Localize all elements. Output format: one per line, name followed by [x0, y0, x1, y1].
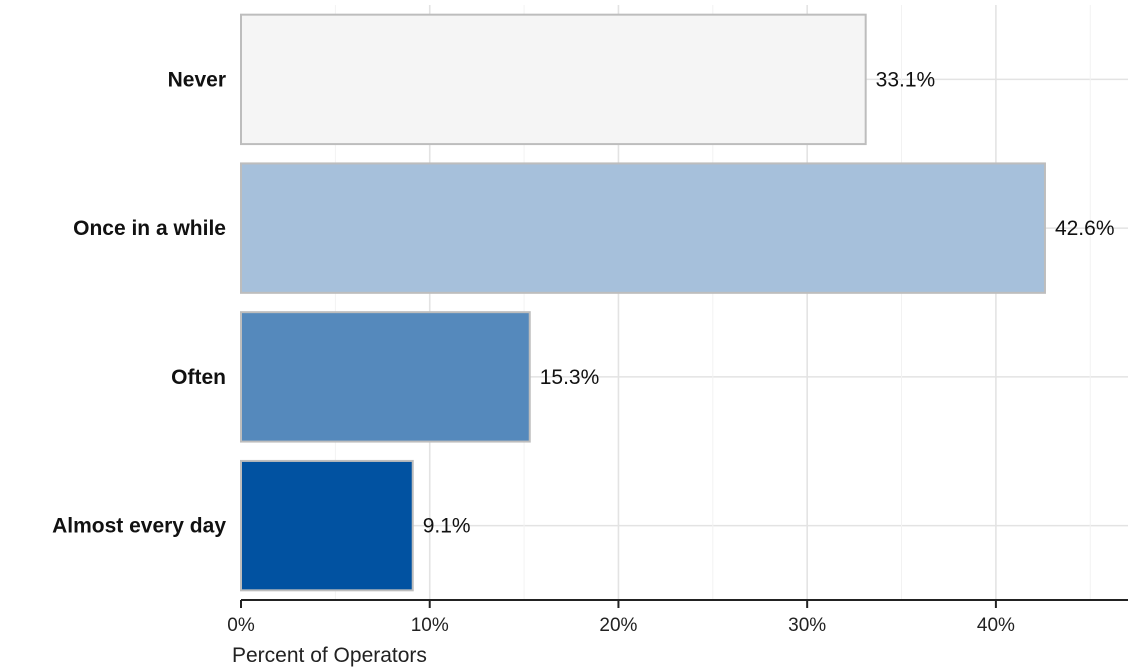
category-label: Never — [168, 68, 226, 91]
data-label: 33.1% — [876, 68, 936, 91]
category-label: Often — [171, 366, 226, 389]
category-label: Once in a while — [73, 217, 226, 240]
data-label: 15.3% — [540, 366, 600, 389]
x-axis-title: Percent of Operators — [232, 644, 427, 667]
bar — [240, 311, 531, 443]
x-tick-label: 40% — [977, 615, 1015, 636]
labels: 33.1% Never 42.6% Once in a while 15.3% Often… — [52, 68, 1114, 537]
bar — [240, 459, 414, 592]
data-label: 42.6% — [1055, 217, 1115, 240]
bar — [240, 162, 1046, 294]
data-label: 9.1% — [423, 515, 471, 538]
x-tick-label: 30% — [788, 615, 826, 636]
category-label: Almost every day — [52, 515, 226, 538]
x-tick-label: 20% — [599, 615, 637, 636]
x-tick-label: 10% — [411, 615, 449, 636]
bar — [240, 13, 867, 146]
x-axis: 0% 10% 20% 30% 40% — [227, 599, 1128, 636]
x-tick-label: 0% — [227, 615, 255, 636]
bars — [240, 13, 1046, 592]
